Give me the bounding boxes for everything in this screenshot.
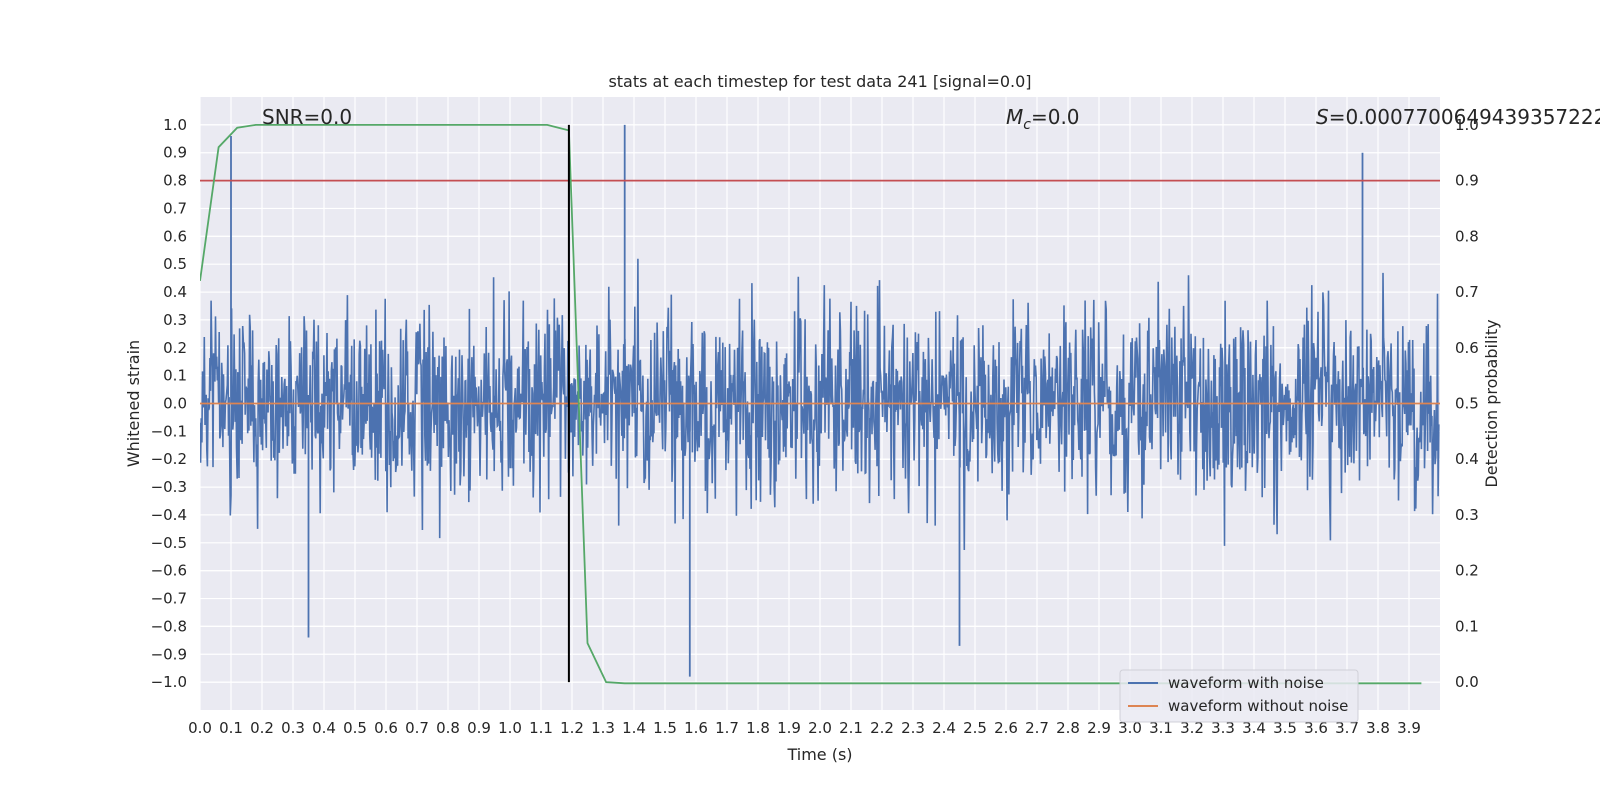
x-tick-label: 0.3: [281, 719, 305, 737]
x-tick-label: 2.4: [932, 719, 956, 737]
x-tick-label: 0.5: [343, 719, 367, 737]
y-right-tick-label: 0.5: [1455, 395, 1479, 413]
y-axis-label-right: Detection probability: [1482, 319, 1501, 487]
y-right-tick-label: 0.7: [1455, 283, 1479, 301]
y-left-tick-label: 0.1: [163, 367, 187, 385]
x-tick-label: 1.7: [715, 719, 739, 737]
detection-probability-line: [200, 124, 1422, 685]
chirp-mass-annotation: Mc=0.0: [1006, 105, 1080, 133]
y-left-tick-label: 0.4: [163, 283, 187, 301]
y-right-tick-label: 0.9: [1455, 172, 1479, 190]
legend-label-waveform-with-noise: waveform with noise: [1168, 674, 1324, 692]
overlay-lines: [200, 124, 1440, 685]
x-tick-label: 2.5: [963, 719, 987, 737]
x-tick-label: 3.6: [1304, 719, 1328, 737]
x-tick-label: 0.9: [467, 719, 491, 737]
y-right-tick-label: 0.1: [1455, 617, 1479, 635]
snr-annotation: SNR=0.0: [262, 105, 352, 129]
x-tick-label: 2.8: [1056, 719, 1080, 737]
x-tick-label: 0.0: [188, 719, 212, 737]
y-left-tick-label: −0.2: [151, 450, 187, 468]
y-left-tick-label: −0.4: [151, 506, 187, 524]
x-tick-label: 1.5: [653, 719, 677, 737]
y-left-tick-label: 0.7: [163, 199, 187, 217]
waveform-with-noise-path: [200, 258, 1440, 551]
y-left-tick-label: 0.5: [163, 255, 187, 273]
x-tick-label: 3.7: [1335, 719, 1359, 737]
x-tick-label: 0.4: [312, 719, 336, 737]
y-right-tick-label: 0.0: [1455, 673, 1479, 691]
y-left-tick-label: −0.8: [151, 617, 187, 635]
mc-subscript: c: [1023, 117, 1031, 133]
x-tick-label: 1.0: [498, 719, 522, 737]
x-tick-label: 3.9: [1397, 719, 1421, 737]
y-left-tick-label: 0.2: [163, 339, 187, 357]
legend-box: [1119, 669, 1359, 723]
s-symbol: S: [1316, 105, 1329, 129]
s-value: =0.0007700649439357222: [1329, 105, 1600, 129]
x-tick-label: 1.8: [746, 719, 770, 737]
chart-title: stats at each timestep for test data 241…: [608, 72, 1031, 91]
x-tick-label: 1.2: [560, 719, 584, 737]
y-left-tick-label: −0.5: [151, 534, 187, 552]
x-axis-label: Time (s): [786, 745, 852, 764]
x-tick-label: 0.2: [250, 719, 274, 737]
x-tick-label: 1.4: [622, 719, 646, 737]
y-left-tick-label: 0.6: [163, 227, 187, 245]
y-left-tick-label: −0.6: [151, 562, 187, 580]
x-tick-label: 2.2: [870, 719, 894, 737]
y-left-tick-label: 1.0: [163, 116, 187, 134]
y-right-tick-label: 0.6: [1455, 339, 1479, 357]
x-tick-label: 3.2: [1180, 719, 1204, 737]
x-tick-label: 2.1: [839, 719, 863, 737]
x-tick-label: 2.9: [1087, 719, 1111, 737]
y-left-tick-label: −0.1: [151, 422, 187, 440]
x-tick-label: 0.1: [219, 719, 243, 737]
y-left-tick-label: 0.3: [163, 311, 187, 329]
y-axis-right: 0.0 0.1 0.2 0.3 0.4 0.5 0.6 0.7 0.8 0.9 1.0: [1455, 116, 1479, 691]
x-tick-label: 1.9: [777, 719, 801, 737]
x-tick-label: 0.6: [374, 719, 398, 737]
y-right-tick-label: 1.0: [1455, 116, 1479, 134]
s-annotation: S=0.0007700649439357222: [1316, 105, 1600, 129]
x-tick-label: 2.7: [1025, 719, 1049, 737]
y-left-tick-label: −0.9: [151, 645, 187, 663]
y-right-tick-label: 0.4: [1455, 450, 1479, 468]
mc-symbol: M: [1006, 105, 1023, 129]
legend: waveform with noise waveform without noi…: [1119, 669, 1359, 723]
x-tick-label: 1.1: [529, 719, 553, 737]
x-tick-label: 3.3: [1211, 719, 1235, 737]
y-axis-left: −1.0 −0.9 −0.8 −0.7 −0.6 −0.5 −0.4 −0.3 −0.2 −0.1…: [151, 116, 187, 691]
y-left-tick-label: −0.7: [151, 590, 187, 608]
x-tick-label: 2.0: [808, 719, 832, 737]
x-tick-label: 3.8: [1366, 719, 1390, 737]
y-left-tick-label: −0.3: [151, 478, 187, 496]
y-left-tick-label: 0.0: [163, 395, 187, 413]
x-tick-label: 2.6: [994, 719, 1018, 737]
mc-value: =0.0: [1031, 105, 1080, 129]
x-tick-label: 3.0: [1118, 719, 1142, 737]
x-tick-label: 3.1: [1149, 719, 1173, 737]
y-right-tick-label: 0.8: [1455, 227, 1479, 245]
x-axis: 0.0 0.1 0.2 0.3 0.4 0.5 0.6 0.7 0.8 0.9 1.0 1.1 1.2 1…: [188, 719, 1421, 737]
x-tick-label: 0.7: [405, 719, 429, 737]
x-tick-label: 1.3: [591, 719, 615, 737]
y-axis-label-left: Whitened strain: [124, 340, 143, 467]
x-tick-label: 0.8: [436, 719, 460, 737]
x-tick-label: 1.6: [684, 719, 708, 737]
x-tick-label: 3.5: [1273, 719, 1297, 737]
y-left-tick-label: 0.8: [163, 172, 187, 190]
y-right-tick-label: 0.2: [1455, 562, 1479, 580]
y-left-tick-label: −1.0: [151, 673, 187, 691]
y-left-tick-label: 0.9: [163, 144, 187, 162]
y-right-tick-label: 0.3: [1455, 506, 1479, 524]
x-tick-label: 3.4: [1242, 719, 1266, 737]
legend-label-waveform-without-noise: waveform without noise: [1168, 697, 1348, 715]
x-tick-label: 2.3: [901, 719, 925, 737]
